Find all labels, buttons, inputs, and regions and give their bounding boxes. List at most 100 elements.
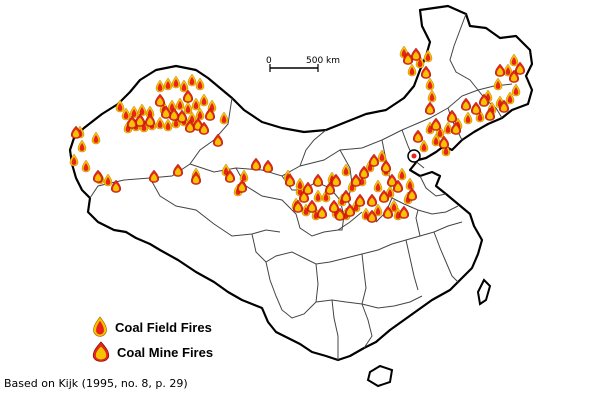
coal-field-fire-marker bbox=[373, 203, 383, 217]
coal-mine-fire-marker bbox=[302, 181, 314, 195]
coal-mine-fire-marker bbox=[494, 63, 506, 77]
coal-mine-fire-marker bbox=[148, 169, 160, 183]
coal-mine-fire-marker bbox=[182, 89, 194, 103]
coal-mine-fire-marker bbox=[514, 61, 526, 75]
coal-field-fire-marker bbox=[503, 63, 513, 77]
coal-mine-fire-marker bbox=[190, 171, 202, 185]
coal-field-fire-marker bbox=[239, 169, 249, 183]
coal-mine-fire-marker bbox=[402, 51, 414, 65]
coal-field-fire-marker bbox=[191, 97, 201, 111]
coal-mine-fire-marker bbox=[110, 179, 122, 193]
coal-mine-fire-marker bbox=[378, 189, 390, 203]
coal-mine-fire-marker bbox=[358, 165, 370, 179]
coal-mine-fire-marker bbox=[386, 173, 398, 187]
coal-field-fire-marker bbox=[385, 185, 395, 199]
coal-mine-fire-marker bbox=[172, 163, 184, 177]
scale-start-label: 0 bbox=[266, 56, 272, 66]
coal-mine-fire-marker bbox=[176, 109, 188, 123]
coal-mine-fire-marker bbox=[312, 173, 324, 187]
coal-field-fire-marker bbox=[77, 139, 87, 153]
coal-mine-fire-marker bbox=[380, 159, 392, 173]
legend-label-coal-field-fires: Coal Field Fires bbox=[115, 320, 212, 335]
coal-mine-fire-marker bbox=[284, 173, 296, 187]
legend-coal-field-fires: Coal Field Fires bbox=[93, 316, 212, 337]
legend: Coal Field Fires Coal Mine Fires bbox=[92, 316, 213, 362]
coal-mine-fire-marker bbox=[406, 187, 418, 201]
coal-mine-fire-marker bbox=[366, 209, 378, 223]
beijing-marker bbox=[407, 149, 421, 163]
coal-field-fire-marker bbox=[115, 99, 125, 113]
coal-mine-fire-marker bbox=[316, 205, 328, 219]
coal-field-fire-marker bbox=[175, 97, 185, 111]
coal-mine-fire-marker bbox=[70, 125, 82, 139]
flame-yellow-icon bbox=[92, 341, 110, 362]
coal-field-fire-marker bbox=[195, 77, 205, 91]
coal-field-fire-marker bbox=[313, 189, 323, 203]
coal-field-fire-marker bbox=[407, 63, 417, 77]
coal-field-fire-marker bbox=[397, 167, 407, 181]
coal-mine-fire-marker bbox=[340, 189, 352, 203]
coal-mine-fire-marker bbox=[470, 101, 482, 115]
coal-mine-fire-marker bbox=[250, 157, 262, 171]
coal-field-fire-marker bbox=[295, 177, 305, 191]
coal-field-fire-marker bbox=[377, 149, 387, 163]
coal-mine-fire-marker bbox=[262, 159, 274, 173]
coal-mine-fire-marker bbox=[366, 193, 378, 207]
coal-mine-fire-marker bbox=[412, 129, 424, 143]
coal-field-fire-marker bbox=[121, 107, 131, 121]
coal-mine-fire-marker bbox=[446, 109, 458, 123]
source-caption: Based on Kijk (1995, no. 8, p. 29) bbox=[4, 377, 188, 390]
china-outline bbox=[68, 4, 534, 362]
coal-mine-fire-marker bbox=[392, 179, 404, 193]
coal-mine-fire-marker bbox=[330, 173, 342, 187]
coal-field-fire-marker bbox=[443, 121, 453, 135]
coal-mine-fire-marker bbox=[368, 153, 380, 167]
coal-field-fire-marker bbox=[199, 93, 209, 107]
coal-mine-fire-marker bbox=[484, 107, 496, 121]
coal-mine-fire-marker bbox=[134, 113, 146, 127]
hainan-island bbox=[366, 364, 394, 388]
coal-mine-fire-marker bbox=[424, 101, 436, 115]
legend-label-coal-mine-fires: Coal Mine Fires bbox=[117, 345, 213, 360]
coal-mine-fire-marker bbox=[184, 119, 196, 133]
coal-mine-fire-marker bbox=[154, 93, 166, 107]
coal-mine-fire-marker bbox=[212, 133, 224, 147]
coal-mine-fire-marker bbox=[328, 199, 340, 213]
coal-field-fire-marker bbox=[373, 179, 383, 193]
coal-field-fire-marker bbox=[423, 49, 433, 63]
coal-field-fire-marker bbox=[103, 173, 113, 187]
coal-mine-fire-marker bbox=[224, 169, 236, 183]
coal-mine-fire-marker bbox=[92, 169, 104, 183]
scale-end-label: 500 km bbox=[306, 56, 340, 66]
coal-field-fire-marker bbox=[511, 83, 521, 97]
coal-field-fire-marker bbox=[341, 163, 351, 177]
coal-field-fire-marker bbox=[219, 111, 229, 125]
fire-markers bbox=[69, 45, 526, 223]
coal-field-fire-marker bbox=[155, 79, 165, 93]
coal-field-fire-marker bbox=[183, 101, 193, 115]
coal-mine-fire-marker bbox=[382, 205, 394, 219]
legend-coal-mine-fires: Coal Mine Fires bbox=[92, 341, 213, 362]
coal-mine-fire-marker bbox=[126, 115, 138, 129]
coal-mine-fire-marker bbox=[438, 135, 450, 149]
coal-mine-fire-marker bbox=[478, 93, 490, 107]
coal-mine-fire-marker bbox=[420, 65, 432, 79]
coal-mine-fire-marker bbox=[460, 97, 472, 111]
coal-mine-fire-marker bbox=[410, 47, 422, 61]
coal-mine-fire-marker bbox=[306, 199, 318, 213]
coal-mine-fire-marker bbox=[398, 205, 410, 219]
coal-field-fire-marker bbox=[91, 131, 101, 145]
coal-field-fire-marker bbox=[431, 133, 441, 147]
coal-mine-fire-marker bbox=[292, 199, 304, 213]
coal-mine-fire-marker bbox=[354, 193, 366, 207]
coal-field-fire-marker bbox=[405, 177, 415, 191]
coal-field-fire-marker bbox=[179, 79, 189, 93]
coal-field-fire-marker bbox=[69, 153, 79, 167]
coal-field-fire-marker bbox=[493, 77, 503, 91]
coal-field-fire-marker bbox=[195, 107, 205, 121]
coal-field-fire-marker bbox=[171, 75, 181, 89]
coal-field-fire-marker bbox=[81, 159, 91, 173]
coal-field-fire-marker bbox=[155, 116, 165, 130]
coal-field-fire-marker bbox=[163, 77, 173, 91]
coal-field-fire-marker bbox=[129, 105, 139, 119]
